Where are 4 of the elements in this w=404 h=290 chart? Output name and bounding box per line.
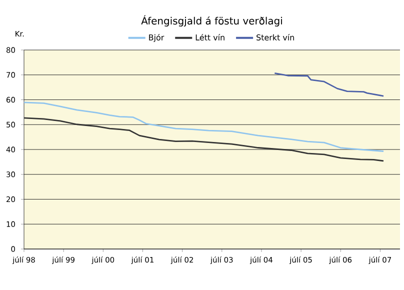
line-series: [24, 102, 384, 152]
line-series: [274, 72, 384, 97]
chart-title: Áfengisgjald á föstu verðlagi: [141, 15, 282, 27]
line-series: [24, 117, 384, 162]
